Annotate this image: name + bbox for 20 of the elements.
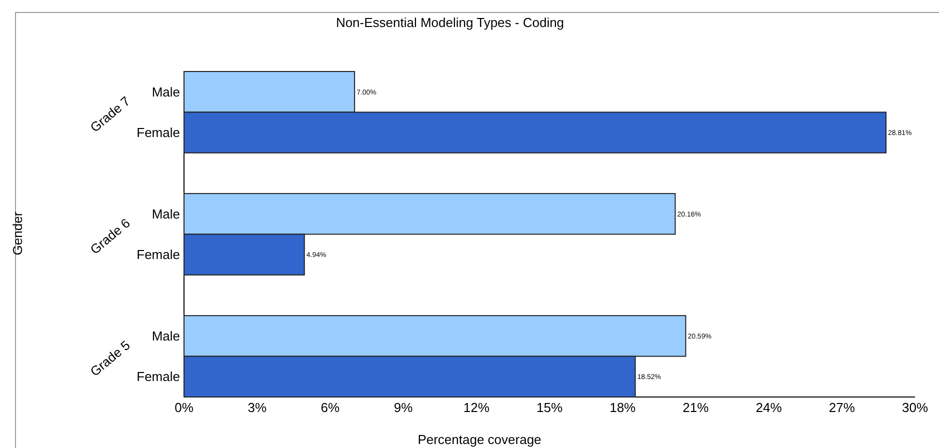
chart-title: Non-Essential Modeling Types - Coding bbox=[336, 15, 564, 30]
x-tick-label: 3% bbox=[248, 400, 267, 416]
x-tick-label: 12% bbox=[463, 400, 490, 416]
x-axis-title: Percentage coverage bbox=[418, 432, 542, 447]
x-tick-label: 15% bbox=[536, 400, 563, 416]
text: Female bbox=[136, 247, 180, 262]
text: Female bbox=[136, 369, 180, 384]
x-tick-label: 30% bbox=[902, 400, 928, 416]
series-label: Female bbox=[136, 125, 180, 140]
y-axis-title: Gender bbox=[10, 211, 25, 256]
x-tick-label: 24% bbox=[756, 400, 782, 416]
x-tick-label: 9% bbox=[394, 400, 414, 416]
text: Male bbox=[152, 328, 180, 344]
x-tick-label: 21% bbox=[682, 400, 710, 416]
x-tick-label: 0% bbox=[174, 400, 194, 416]
x-tick-label: 27% bbox=[828, 400, 856, 416]
text: Male bbox=[152, 206, 180, 222]
x-tick-label: 6% bbox=[320, 400, 340, 416]
x-tick-label: 18% bbox=[610, 400, 636, 416]
series-label: Male bbox=[152, 84, 180, 100]
